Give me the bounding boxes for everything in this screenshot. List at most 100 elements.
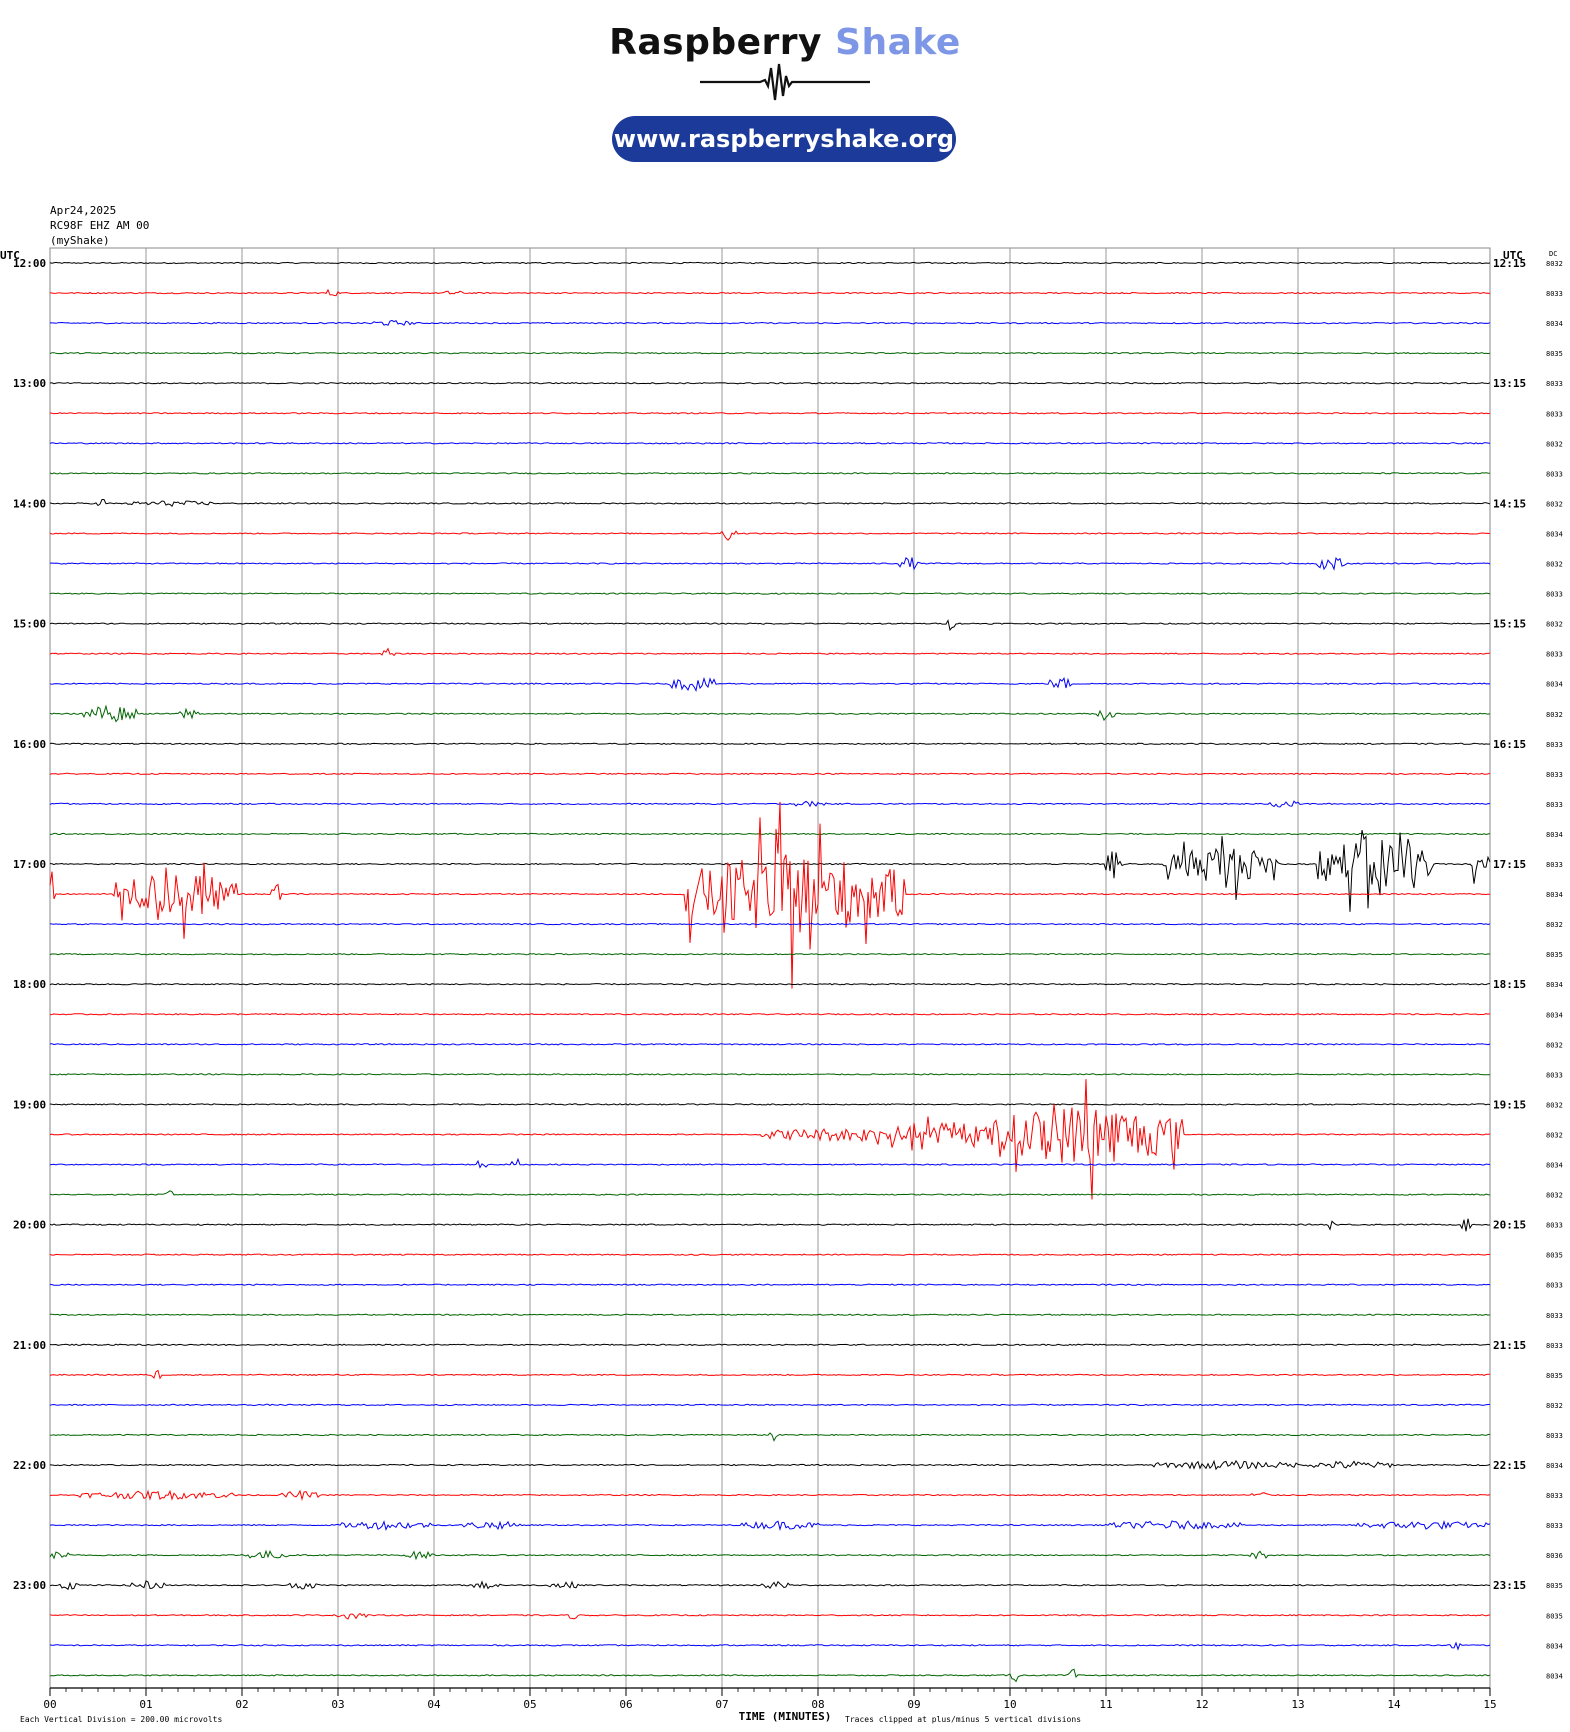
trace-line — [49, 1079, 1491, 1200]
trace-line — [49, 1612, 1491, 1620]
left-hour-label: 20:00 — [13, 1219, 46, 1232]
left-hour-label: 18:00 — [13, 978, 46, 991]
x-tick-label: 02 — [235, 1698, 248, 1711]
right-hour-label: 13:15 — [1493, 377, 1526, 390]
left-hour-label: 15:00 — [13, 618, 46, 631]
left-hour-label: 23:00 — [13, 1579, 46, 1592]
dc-value: 8032 — [1546, 500, 1563, 508]
trace-line — [50, 319, 1491, 326]
right-utc-label: UTC — [1503, 249, 1523, 262]
trace-line — [49, 382, 1491, 385]
dc-value: 8033 — [1546, 1492, 1563, 1500]
trace-line — [49, 592, 1491, 595]
trace-line — [49, 772, 1491, 776]
trace-line — [49, 557, 1491, 571]
x-tick-label: 07 — [715, 1698, 728, 1711]
left-hour-label: 19:00 — [13, 1098, 46, 1111]
seismogram-traces — [49, 261, 1491, 1683]
header: Raspberry Shake www.raspberryshake.org — [0, 0, 1570, 175]
dc-value: 8033 — [1546, 801, 1563, 809]
trace-line — [49, 412, 1491, 415]
dc-value: 8034 — [1546, 981, 1563, 989]
trace-line — [50, 1313, 1491, 1316]
dc-value: 8035 — [1546, 1582, 1563, 1590]
right-hour-label: 15:15 — [1493, 618, 1526, 631]
dc-value: 8033 — [1546, 470, 1563, 478]
dc-value: 8034 — [1546, 1462, 1563, 1470]
brand-logo-text: Raspberry Shake — [0, 22, 1570, 63]
trace-line — [49, 922, 1491, 926]
trace-line — [49, 1520, 1491, 1532]
trace-line — [49, 1641, 1491, 1651]
x-tick-label: 14 — [1387, 1698, 1401, 1711]
dc-value: 8032 — [1546, 1192, 1563, 1200]
trace-line — [49, 1043, 1491, 1046]
dc-value: 8033 — [1546, 1071, 1563, 1079]
trace-line — [49, 1103, 1491, 1106]
dc-value: 8032 — [1546, 621, 1563, 629]
dc-value: 8033 — [1546, 1522, 1563, 1530]
trace-line — [49, 499, 1491, 508]
dc-value: 8033 — [1546, 771, 1563, 779]
dc-label: DC — [1549, 250, 1557, 258]
left-hour-label: 17:00 — [13, 858, 46, 871]
website-link[interactable]: www.raspberryshake.org — [612, 116, 956, 162]
trace-line — [49, 1369, 1490, 1380]
right-hour-label: 18:15 — [1493, 978, 1526, 991]
right-hour-label: 19:15 — [1493, 1098, 1526, 1111]
trace-line — [49, 1668, 1491, 1683]
trace-line — [49, 530, 1491, 541]
dc-value: 8033 — [1546, 1432, 1563, 1440]
trace-line — [49, 801, 1491, 989]
trace-line — [49, 742, 1491, 745]
trace-line — [49, 261, 1491, 265]
trace-line — [49, 1549, 1491, 1561]
plot-frame — [49, 247, 1491, 1689]
dc-value: 8032 — [1546, 561, 1563, 569]
x-axis-title: TIME (MINUTES) — [739, 1710, 832, 1723]
trace-line — [49, 1190, 1491, 1196]
trace-line — [49, 800, 1491, 808]
dc-value: 8032 — [1546, 440, 1563, 448]
dc-value: 8034 — [1546, 681, 1563, 689]
dc-value: 8035 — [1546, 1612, 1563, 1620]
dc-value: 8033 — [1546, 861, 1563, 869]
x-tick-label: 01 — [139, 1698, 152, 1711]
trace-line — [49, 953, 1491, 956]
left-hour-label: 12:00 — [13, 257, 46, 270]
x-tick-label: 11 — [1099, 1698, 1112, 1711]
right-hour-label: 14:15 — [1493, 497, 1526, 510]
dc-value: 8033 — [1546, 1312, 1563, 1320]
dc-value: 8035 — [1546, 350, 1563, 358]
dc-value: 8033 — [1546, 591, 1563, 599]
dc-value: 8032 — [1546, 1131, 1563, 1139]
x-tick-label: 15 — [1483, 1698, 1496, 1711]
dc-value: 8035 — [1546, 1252, 1563, 1260]
trace-line — [49, 647, 1491, 657]
left-hour-label: 13:00 — [13, 377, 46, 390]
left-hour-label: 21:00 — [13, 1339, 46, 1352]
trace-line — [49, 1283, 1491, 1286]
dc-value: 8033 — [1546, 380, 1563, 388]
trace-line — [49, 829, 1491, 912]
data-source: (myShake) — [50, 234, 110, 247]
trace-line — [49, 832, 1491, 836]
dc-value: 8033 — [1546, 1282, 1563, 1290]
dc-value: 8034 — [1546, 1162, 1563, 1170]
dc-value: 8034 — [1546, 320, 1563, 328]
x-tick-label: 05 — [523, 1698, 536, 1711]
x-tick-label: 10 — [1003, 1698, 1016, 1711]
dc-value: 8033 — [1546, 290, 1563, 298]
trace-line — [49, 1459, 1491, 1471]
x-tick-label: 13 — [1291, 1698, 1304, 1711]
dc-value: 8032 — [1546, 1041, 1563, 1049]
dc-value: 8036 — [1546, 1552, 1563, 1560]
dc-value: 8032 — [1546, 1101, 1563, 1109]
dc-value: 8033 — [1546, 1222, 1563, 1230]
left-utc-label: UTC — [0, 249, 20, 262]
trace-line — [49, 472, 1491, 475]
right-hour-label: 12:15 — [1493, 257, 1526, 270]
dc-value: 8034 — [1546, 891, 1563, 899]
trace-line — [49, 1013, 1491, 1016]
